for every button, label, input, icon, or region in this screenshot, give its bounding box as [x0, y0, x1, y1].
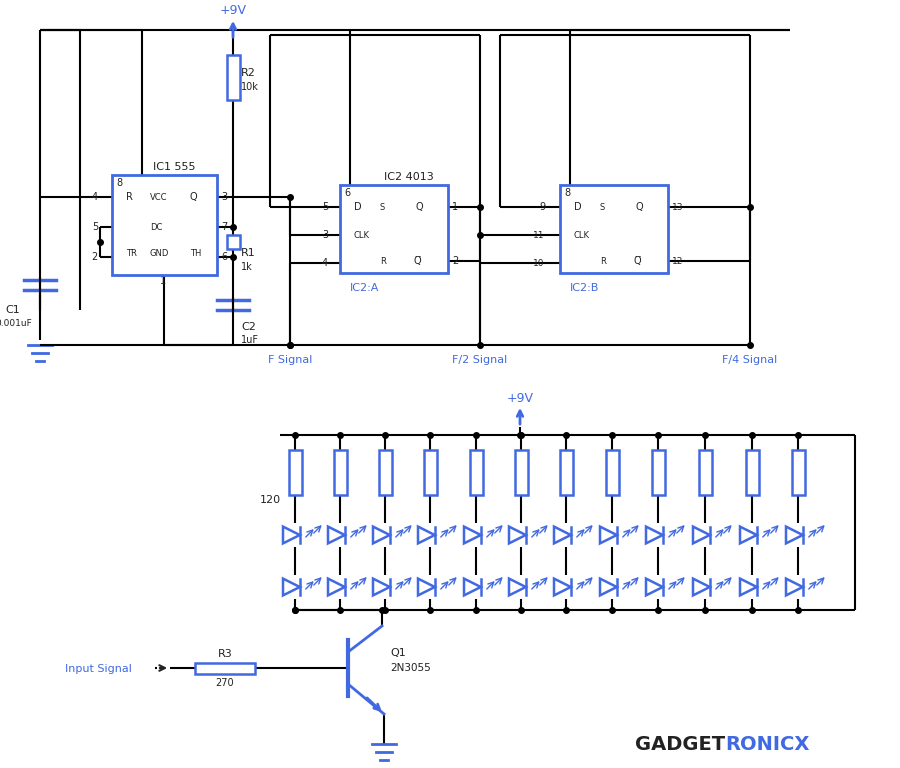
Text: C1: C1 — [5, 305, 20, 315]
Text: Q̅: Q̅ — [634, 256, 642, 266]
Text: F Signal: F Signal — [268, 355, 312, 365]
Text: VCC: VCC — [150, 193, 167, 201]
Text: Q1: Q1 — [390, 648, 406, 658]
Text: DC: DC — [150, 223, 162, 231]
Text: 6: 6 — [344, 188, 350, 198]
Text: 5: 5 — [322, 202, 328, 212]
Text: 270: 270 — [216, 678, 234, 688]
Text: 10k: 10k — [241, 82, 259, 92]
Text: R: R — [380, 257, 386, 266]
Bar — [379, 450, 392, 495]
Bar — [470, 450, 482, 495]
Text: IC2:B: IC2:B — [570, 283, 599, 293]
Text: 9: 9 — [540, 202, 546, 212]
Text: +9V: +9V — [220, 4, 247, 16]
Bar — [745, 450, 759, 495]
Bar — [340, 185, 448, 273]
Text: F/4 Signal: F/4 Signal — [723, 355, 778, 365]
Text: D: D — [574, 202, 581, 212]
Text: Input Signal: Input Signal — [65, 664, 132, 674]
Text: 120: 120 — [260, 495, 281, 505]
Bar — [652, 450, 664, 495]
Text: IC1 555: IC1 555 — [153, 162, 196, 172]
Text: 1: 1 — [160, 276, 166, 286]
Bar — [515, 450, 527, 495]
Text: 13: 13 — [672, 203, 683, 211]
Text: 10: 10 — [533, 259, 544, 267]
Text: +9V: +9V — [507, 392, 534, 405]
Bar — [606, 450, 618, 495]
Bar — [227, 55, 239, 100]
Text: GND: GND — [150, 249, 169, 257]
Text: IC2:A: IC2:A — [350, 283, 380, 293]
Text: Q̅: Q̅ — [414, 256, 421, 266]
Text: Q: Q — [190, 192, 198, 202]
Text: 2N3055: 2N3055 — [390, 663, 431, 673]
Text: CLK: CLK — [354, 230, 370, 240]
Bar — [195, 663, 255, 674]
Text: 2: 2 — [92, 252, 98, 262]
Text: GADGET: GADGET — [635, 736, 725, 754]
Text: R1: R1 — [241, 248, 256, 258]
Bar — [227, 235, 239, 249]
Bar — [560, 450, 572, 495]
Text: R2: R2 — [241, 68, 256, 78]
Text: 1: 1 — [452, 202, 458, 212]
Text: S: S — [380, 203, 385, 211]
Text: D: D — [354, 202, 362, 212]
Text: S: S — [600, 203, 605, 211]
Text: 8: 8 — [116, 178, 122, 188]
Text: Q: Q — [416, 202, 424, 212]
Text: 1k: 1k — [241, 262, 253, 272]
Text: 4: 4 — [92, 192, 98, 202]
Text: 3: 3 — [221, 192, 227, 202]
Text: Q: Q — [636, 202, 644, 212]
Bar — [289, 450, 302, 495]
Bar — [698, 450, 712, 495]
Bar — [112, 175, 217, 275]
Text: 4: 4 — [322, 258, 328, 268]
Text: R: R — [126, 192, 133, 202]
Text: F/2 Signal: F/2 Signal — [453, 355, 508, 365]
Bar — [424, 450, 436, 495]
Text: R3: R3 — [218, 649, 232, 659]
Text: 5: 5 — [92, 222, 98, 232]
Text: 6: 6 — [221, 252, 227, 262]
Text: 8: 8 — [564, 188, 570, 198]
Text: R: R — [600, 257, 606, 266]
Text: 7: 7 — [221, 222, 227, 232]
Bar — [791, 450, 805, 495]
Text: C2: C2 — [241, 322, 256, 332]
Text: 1uF: 1uF — [241, 335, 259, 345]
Text: RONICX: RONICX — [725, 736, 809, 754]
Text: TH: TH — [190, 249, 202, 257]
Text: 2: 2 — [452, 256, 458, 266]
Text: 3: 3 — [322, 230, 328, 240]
Text: IC2 4013: IC2 4013 — [384, 172, 434, 182]
Text: TR: TR — [126, 249, 137, 257]
Text: 12: 12 — [672, 257, 683, 266]
Bar — [334, 450, 346, 495]
Text: 0.001uF: 0.001uF — [0, 319, 32, 327]
Text: 11: 11 — [533, 230, 544, 240]
Bar — [560, 185, 668, 273]
Text: CLK: CLK — [574, 230, 590, 240]
